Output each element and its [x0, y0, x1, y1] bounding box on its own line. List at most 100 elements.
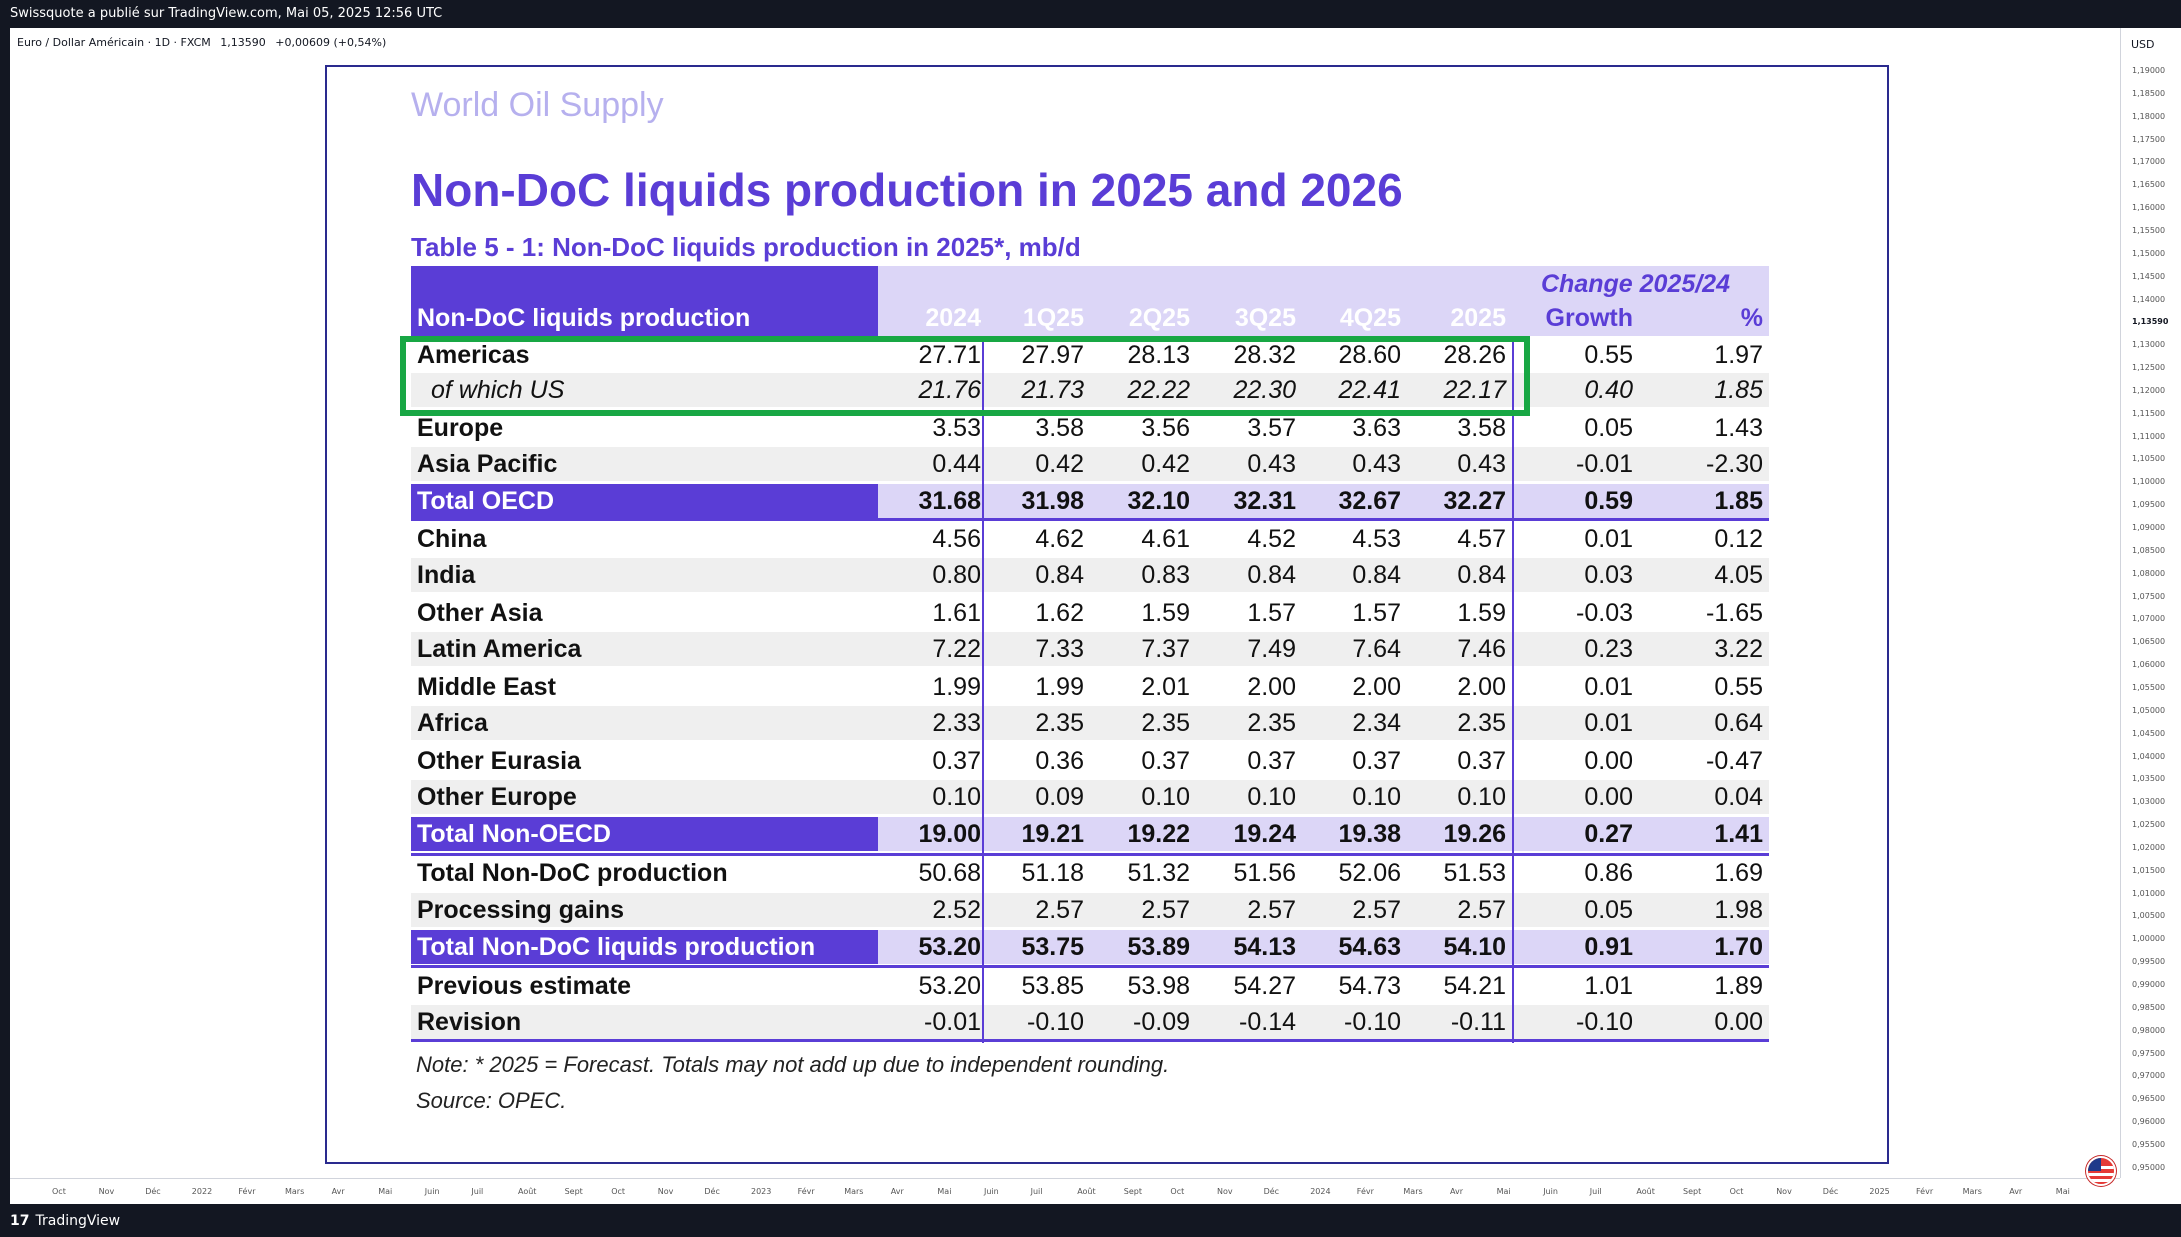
report-title: Non-DoC liquids production in 2025 and 2… [411, 164, 1403, 216]
price-tick: 1,08500 [2132, 545, 2166, 555]
price-tick: 1,05000 [2132, 705, 2166, 715]
row-label: Asia Pacific [417, 450, 558, 478]
price-tick: 1,12500 [2132, 363, 2166, 373]
table-row: Processing gains 2.52 2.57 2.57 2.57 2.57 2.57… [411, 893, 1769, 927]
row-value: 2.57 [1035, 896, 1084, 924]
row-value: 0.44 [932, 450, 981, 478]
row-value: -1.65 [1706, 599, 1763, 627]
row-value: 0.37 [1141, 747, 1190, 775]
row-value: 4.62 [1035, 525, 1084, 553]
row-value: 2.00 [1247, 673, 1296, 701]
row-value: 7.49 [1247, 635, 1296, 663]
row-value: 0.00 [1584, 747, 1633, 775]
price-tick: 0,98500 [2132, 1002, 2166, 1012]
time-label: Déc [1263, 1187, 1280, 1196]
time-label: 2023 [751, 1187, 772, 1196]
time-label: Mars [1403, 1187, 1423, 1196]
highlight-box [400, 336, 1530, 416]
price-tick: 1,07000 [2132, 614, 2166, 624]
time-label: Févr [1356, 1187, 1374, 1196]
total-label-bg [411, 930, 878, 964]
row-value: 50.68 [918, 859, 981, 887]
row-value: 2.57 [1352, 896, 1401, 924]
us-flag-icon[interactable] [2086, 1156, 2116, 1186]
header-row-label: Non-DoC liquids production [417, 304, 751, 332]
time-label: Nov [1776, 1187, 1792, 1196]
row-value: 28.26 [1443, 341, 1506, 369]
price-tick: 1,01000 [2132, 888, 2166, 898]
row-value: 54.27 [1233, 972, 1296, 1000]
price-tick: 1,10500 [2132, 454, 2166, 464]
tradingview-logo[interactable]: 17 TradingView [10, 1213, 120, 1229]
tradingview-logo-text: TradingView [35, 1213, 121, 1229]
bottom-bar: 17 TradingView [0, 1204, 2181, 1237]
time-label: Oct [1170, 1187, 1185, 1196]
row-value: 0.43 [1247, 450, 1296, 478]
row-label: Middle East [417, 673, 556, 701]
time-label: Oct [611, 1187, 626, 1196]
row-value: 0.84 [1247, 561, 1296, 589]
row-label: of which US [431, 376, 565, 404]
time-label: Févr [238, 1187, 256, 1196]
time-label: Mai [2055, 1187, 2070, 1196]
row-value: 53.75 [1021, 933, 1084, 961]
row-value: 0.00 [1714, 1008, 1763, 1036]
row-value: 0.23 [1584, 635, 1633, 663]
row-divider [411, 965, 1769, 968]
row-value: 1.43 [1714, 414, 1763, 442]
symbol-legend[interactable]: Euro / Dollar Américain · 1D · FXCM 1,13… [17, 36, 386, 49]
row-value: -0.01 [1576, 450, 1633, 478]
total-label-bg [411, 484, 878, 518]
time-label: 2025 [1869, 1187, 1890, 1196]
header-col-6: Growth [1545, 304, 1634, 332]
row-value: 51.56 [1233, 859, 1296, 887]
time-label: Juil [1589, 1187, 1602, 1196]
row-value: 4.61 [1141, 525, 1190, 553]
time-axis[interactable]: Oct Nov Déc 2022 Févr Mars Avr Mai Juin Juil Août S… [10, 1178, 2120, 1205]
row-value: 3.57 [1247, 414, 1296, 442]
row-value: 52.06 [1338, 859, 1401, 887]
total-label-bg [411, 817, 878, 851]
table-row: Revision -0.01 -0.10 -0.09 -0.14 -0.10 -0.11 -0… [411, 1005, 1769, 1039]
time-label: Mai [1496, 1187, 1511, 1196]
row-value: 54.73 [1338, 972, 1401, 1000]
row-value: 0.01 [1584, 709, 1633, 737]
symbol-price: 1,13590 [220, 36, 266, 49]
price-tick: 1,14500 [2132, 271, 2166, 281]
row-value: 54.63 [1338, 933, 1401, 961]
row-value: 0.10 [1352, 783, 1401, 811]
currency-label[interactable]: USD [2131, 38, 2155, 51]
row-value: 7.22 [932, 635, 981, 663]
price-tick: 1,19000 [2132, 66, 2166, 75]
time-label: Août [1636, 1187, 1655, 1196]
header-col-3: 3Q25 [1234, 304, 1296, 332]
column-divider [982, 338, 984, 1043]
table-row: China 4.56 4.62 4.61 4.52 4.53 4.57 0.01 0.12 [411, 522, 1769, 556]
row-value: 0.91 [1584, 933, 1633, 961]
row-divider [411, 853, 1769, 856]
price-tick: 0,96000 [2132, 1117, 2166, 1127]
row-value: 0.27 [1584, 820, 1633, 848]
row-value: 0.80 [932, 561, 981, 589]
row-value: 32.31 [1233, 487, 1296, 515]
row-value: 0.37 [1352, 747, 1401, 775]
table-caption: Table 5 - 1: Non-DoC liquids production … [411, 232, 1081, 262]
row-value: 1.62 [1035, 599, 1084, 627]
row-value: 1.69 [1714, 859, 1763, 887]
row-value: 22.41 [1338, 376, 1401, 404]
price-scale[interactable] [2120, 28, 2181, 1178]
price-tick: 1,18000 [2132, 111, 2166, 121]
row-value: 21.73 [1021, 376, 1084, 404]
row-value: 1.01 [1584, 972, 1633, 1000]
row-value: 54.10 [1443, 933, 1506, 961]
row-label: Total Non-DoC production [417, 859, 728, 887]
row-value: 0.55 [1714, 673, 1763, 701]
time-label: Sept [1683, 1187, 1702, 1196]
row-value: 1.57 [1247, 599, 1296, 627]
price-tick: 0,98000 [2132, 1025, 2166, 1035]
row-value: -0.10 [1576, 1008, 1633, 1036]
row-value: 4.57 [1457, 525, 1506, 553]
price-tick: 1,15000 [2132, 248, 2166, 258]
row-value: 2.57 [1457, 896, 1506, 924]
row-value: 51.32 [1127, 859, 1190, 887]
